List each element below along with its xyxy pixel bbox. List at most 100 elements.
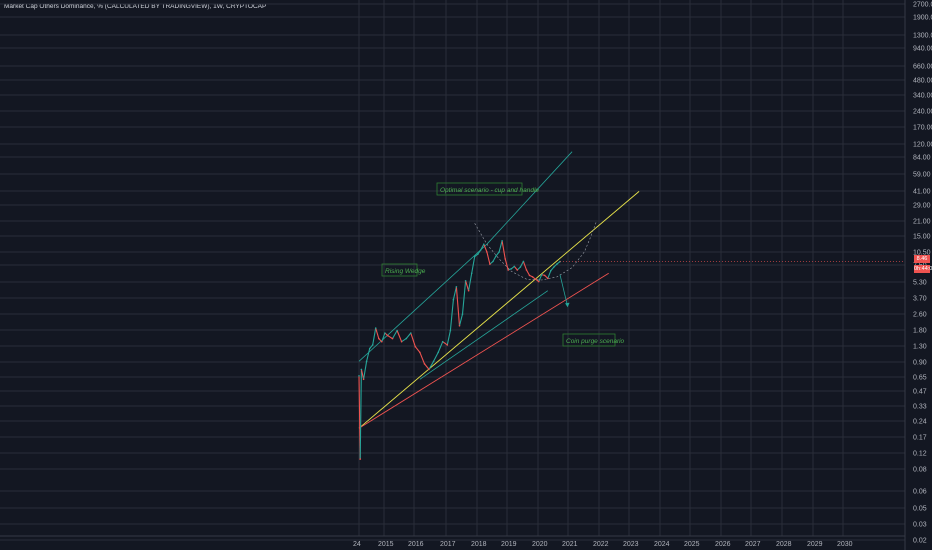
price-point [358,375,360,377]
price-segment [359,369,362,460]
price-point [492,260,494,263]
price-segment [526,269,530,276]
wedge-upper-line [358,243,488,362]
price-point [423,363,426,365]
price-segment [446,330,451,346]
price-point [458,325,461,327]
y-tick-label: 660.00 [913,64,932,71]
y-tick-label: 120.00 [913,142,932,149]
price-segment [538,274,543,282]
x-tick-label: 2023 [623,541,639,548]
price-segment [410,332,416,347]
price-segment [455,286,461,326]
price-segment [501,240,506,259]
price-point [384,332,386,334]
price-point [480,249,482,251]
price-point [540,273,543,276]
price-point [437,351,440,354]
price-point [400,340,403,343]
y-tick-label: 340.00 [913,93,932,100]
y-tick-label: 0.17 [913,435,927,442]
y-tick-label: 0.02 [913,538,927,545]
price-point [547,277,549,280]
y-tick-label: 1.30 [913,344,927,351]
price-point [556,263,558,265]
price-segment [471,256,476,274]
price-segment [387,335,393,340]
price-segment [414,346,421,353]
price-point [516,269,519,271]
x-tick-label: 2019 [501,541,517,548]
y-tick-label: 0.12 [913,451,927,458]
y-tick-label: 21.00 [913,219,931,226]
price-point [365,360,368,363]
price-segment [366,348,371,362]
price-segment [433,352,439,362]
price-segment [392,330,398,339]
y-tick-label: 0.08 [913,467,927,474]
y-tick-label: 41.00 [913,189,931,196]
coin-purge-box [562,333,616,347]
price-series-layer [358,240,905,460]
rising-wedge-box [381,263,418,277]
price-point [522,260,525,263]
purge-arrow-line [559,274,568,307]
price-point [432,360,435,363]
price-point [528,274,531,277]
price-segment [498,240,503,253]
y-tick-label: 0.47 [913,389,927,396]
y-tick-label: 0.33 [913,404,927,411]
y-tick-label: 1900.00 [913,15,932,22]
price-point [414,345,417,348]
x-tick-label: 2024 [654,541,670,548]
price-point [374,327,377,329]
y-tick-label: 2700.00 [913,2,932,9]
y-tick-label: 15.00 [913,234,931,241]
price-point [419,351,421,354]
y-tick-label: 84.00 [913,155,931,162]
x-tick-label: 2028 [776,541,792,548]
price-point [381,340,383,343]
price-segment [449,299,454,331]
price-segment [522,261,528,271]
y-tick-label: 3.70 [913,296,927,303]
price-segment [375,327,380,339]
price-point [483,243,485,245]
price-segment [396,330,403,342]
price-point [534,278,537,281]
y-tick-label: 0.03 [913,522,927,529]
price-point [391,337,394,340]
price-point [362,378,365,381]
price-segment [483,243,488,253]
cup-handle-path-line [474,221,597,281]
price-segment [495,251,500,257]
x-tick-label: 2017 [440,541,456,548]
price-point [473,255,476,258]
price-segment [381,332,386,342]
x-tick-label: 2029 [807,541,823,548]
y-tick-label: 480.00 [913,78,932,85]
price-point [486,251,488,253]
y-tick-label: 10.50 [913,250,931,257]
bar-countdown-tag: 0h:44:00 [914,265,932,273]
price-segment [550,266,555,272]
price-point [537,280,540,283]
price-segment [405,332,412,339]
price-point [498,251,500,253]
price-segment [363,361,368,380]
price-segment [486,251,491,265]
price-point [410,332,412,334]
price-point [371,344,374,346]
price-point [543,274,546,277]
price-point [501,240,503,242]
price-segment [437,341,444,353]
price-point [531,276,534,278]
price-point [470,272,473,275]
y-tick-label: 2.60 [913,312,927,319]
price-segment [547,270,552,279]
price-point [495,255,497,257]
price-segment [461,280,467,315]
price-segment [477,249,482,255]
